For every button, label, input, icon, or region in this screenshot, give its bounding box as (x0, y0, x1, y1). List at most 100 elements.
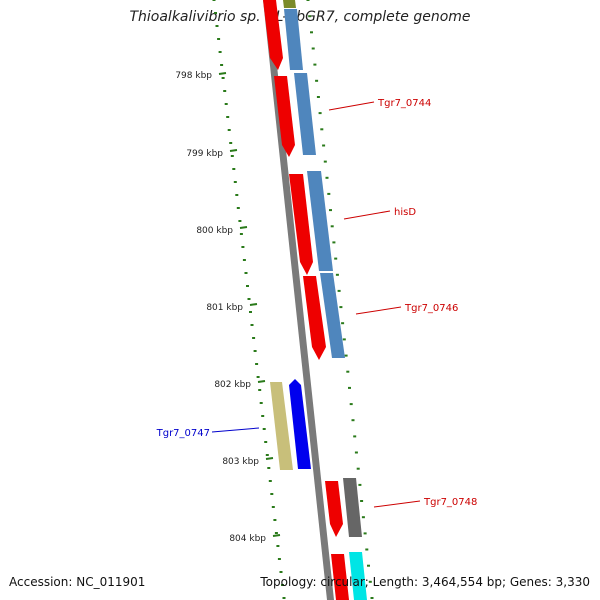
gc-dot-left (233, 181, 237, 183)
gc-dot-right (327, 192, 331, 195)
gc-dot-left (215, 25, 219, 27)
gene-arrow-hisd (289, 174, 313, 275)
gc-dot-left (241, 246, 245, 248)
gc-dot-left (252, 337, 256, 339)
gene-arrow-tgr7-0748 (325, 481, 343, 537)
cds-track-tgr7-0744 (294, 73, 316, 155)
gc-dot-right (354, 451, 358, 454)
genome-info-text: Topology: circular; Length: 3,464,554 bp… (260, 575, 590, 589)
cds-track-tgr7-0746 (320, 273, 345, 358)
gc-dot-right (370, 597, 374, 599)
scale-tick-804: 804 kbp (229, 534, 281, 544)
gc-dot-left (276, 545, 280, 547)
gc-dot-right (337, 289, 341, 292)
genome-backbone (263, 0, 334, 600)
gc-dot-left (264, 441, 268, 443)
gc-dot-right (341, 322, 345, 325)
gc-dot-left (235, 194, 239, 196)
gc-dot-right (320, 128, 324, 131)
gc-dot-left (220, 64, 224, 66)
gene-label-tgr7-0744[interactable]: Tgr7_0744 (328, 98, 431, 111)
scale-tick-799: 799 kbp (186, 149, 238, 159)
gene-label-hisd[interactable]: hisD (343, 207, 416, 220)
gc-dot-right (308, 15, 312, 18)
scale-tick-label-799: 799 kbp (186, 149, 223, 159)
gc-dot-right (346, 370, 350, 373)
gc-dot-right (349, 403, 353, 406)
gc-dot-left (261, 415, 265, 417)
gc-dot-left (230, 155, 234, 157)
gc-dot-right (316, 96, 320, 98)
gc-dot-right (306, 0, 310, 1)
scale-tick-label-798: 798 kbp (175, 71, 212, 81)
gene-label-text-tgr7-0748: Tgr7_0748 (423, 497, 477, 508)
gc-dot-left (250, 324, 254, 326)
gc-dot-right (335, 273, 339, 276)
gc-dot-left (265, 454, 269, 456)
gc-dot-right (322, 144, 326, 147)
gc-dot-left (259, 402, 263, 404)
accession-text: Accession: NC_011901 (9, 575, 146, 589)
gc-dot-left (249, 311, 252, 313)
gene-arrow-forward-bottom (331, 554, 349, 600)
scale-tick-802: 802 kbp (214, 380, 266, 390)
gc-dot-left (258, 389, 262, 391)
gene-label-text-tgr7-0746: Tgr7_0746 (404, 303, 458, 314)
gc-dot-right (318, 112, 322, 115)
gc-dot-right (351, 419, 355, 422)
gc-skew-dots (212, 0, 374, 599)
gene-label-text-tgr7-0747: Tgr7_0747 (156, 428, 210, 439)
gc-dot-right (367, 564, 370, 567)
cds-track-hisd (307, 171, 333, 271)
gc-dot-right (330, 225, 334, 228)
gc-dot-left (239, 233, 243, 235)
gc-dot-left (271, 506, 275, 508)
cds-track-tgr7-0747 (270, 382, 293, 470)
scale-tick-801: 801 kbp (206, 303, 258, 313)
scale-tick-label-804: 804 kbp (229, 534, 266, 544)
gc-dot-right (325, 176, 329, 179)
gc-dot-left (232, 168, 236, 170)
gc-dot-right (315, 79, 319, 82)
gene-arrow-forward-0 (263, 0, 283, 70)
gc-dot-right (334, 257, 338, 260)
gc-dot-left (242, 259, 246, 261)
gc-dot-right (311, 47, 315, 50)
gc-dot-left (270, 493, 274, 495)
gc-dot-right (356, 467, 360, 470)
gc-dot-left (212, 0, 216, 1)
gc-dot-right (339, 306, 343, 309)
gc-dot-left (238, 220, 242, 222)
gene-arrow-tgr7-0746 (303, 276, 326, 360)
gene-arrow-tgr7-0744 (274, 76, 295, 157)
gc-dot-left (262, 428, 266, 430)
gc-dot-right (363, 532, 367, 535)
scale-tick-798: 798 kbp (175, 71, 227, 81)
gc-dot-right (329, 209, 332, 212)
gc-dot-left (244, 272, 248, 274)
scale-tick-800: 800 kbp (196, 226, 248, 236)
gc-dot-left (227, 129, 231, 131)
gc-dot-left (236, 207, 240, 209)
gene-label-tgr7-0746[interactable]: Tgr7_0746 (355, 303, 458, 315)
gene-label-tgr7-0747[interactable]: Tgr7_0747 (156, 427, 260, 439)
gc-dot-left (247, 298, 251, 300)
gc-dot-right (344, 354, 348, 357)
gc-dot-right (323, 160, 327, 163)
gc-dot-right (313, 63, 317, 66)
gc-dot-right (361, 516, 365, 519)
gene-label-tgr7-0748[interactable]: Tgr7_0748 (373, 497, 477, 508)
gc-dot-right (348, 386, 351, 389)
gc-dot-left (255, 363, 259, 365)
gc-dot-left (223, 90, 227, 92)
gene-label-text-tgr7-0744: Tgr7_0744 (377, 98, 431, 109)
gc-dot-left (268, 480, 272, 482)
gc-dot-left (218, 51, 222, 53)
cyan-track-segment (349, 552, 367, 600)
gc-dot-left (274, 532, 278, 534)
gc-dot-left (246, 285, 249, 287)
scale-tick-803: 803 kbp (222, 457, 274, 467)
scale-tick-label-801: 801 kbp (206, 303, 243, 313)
cds-track-segment-0 (284, 9, 303, 70)
